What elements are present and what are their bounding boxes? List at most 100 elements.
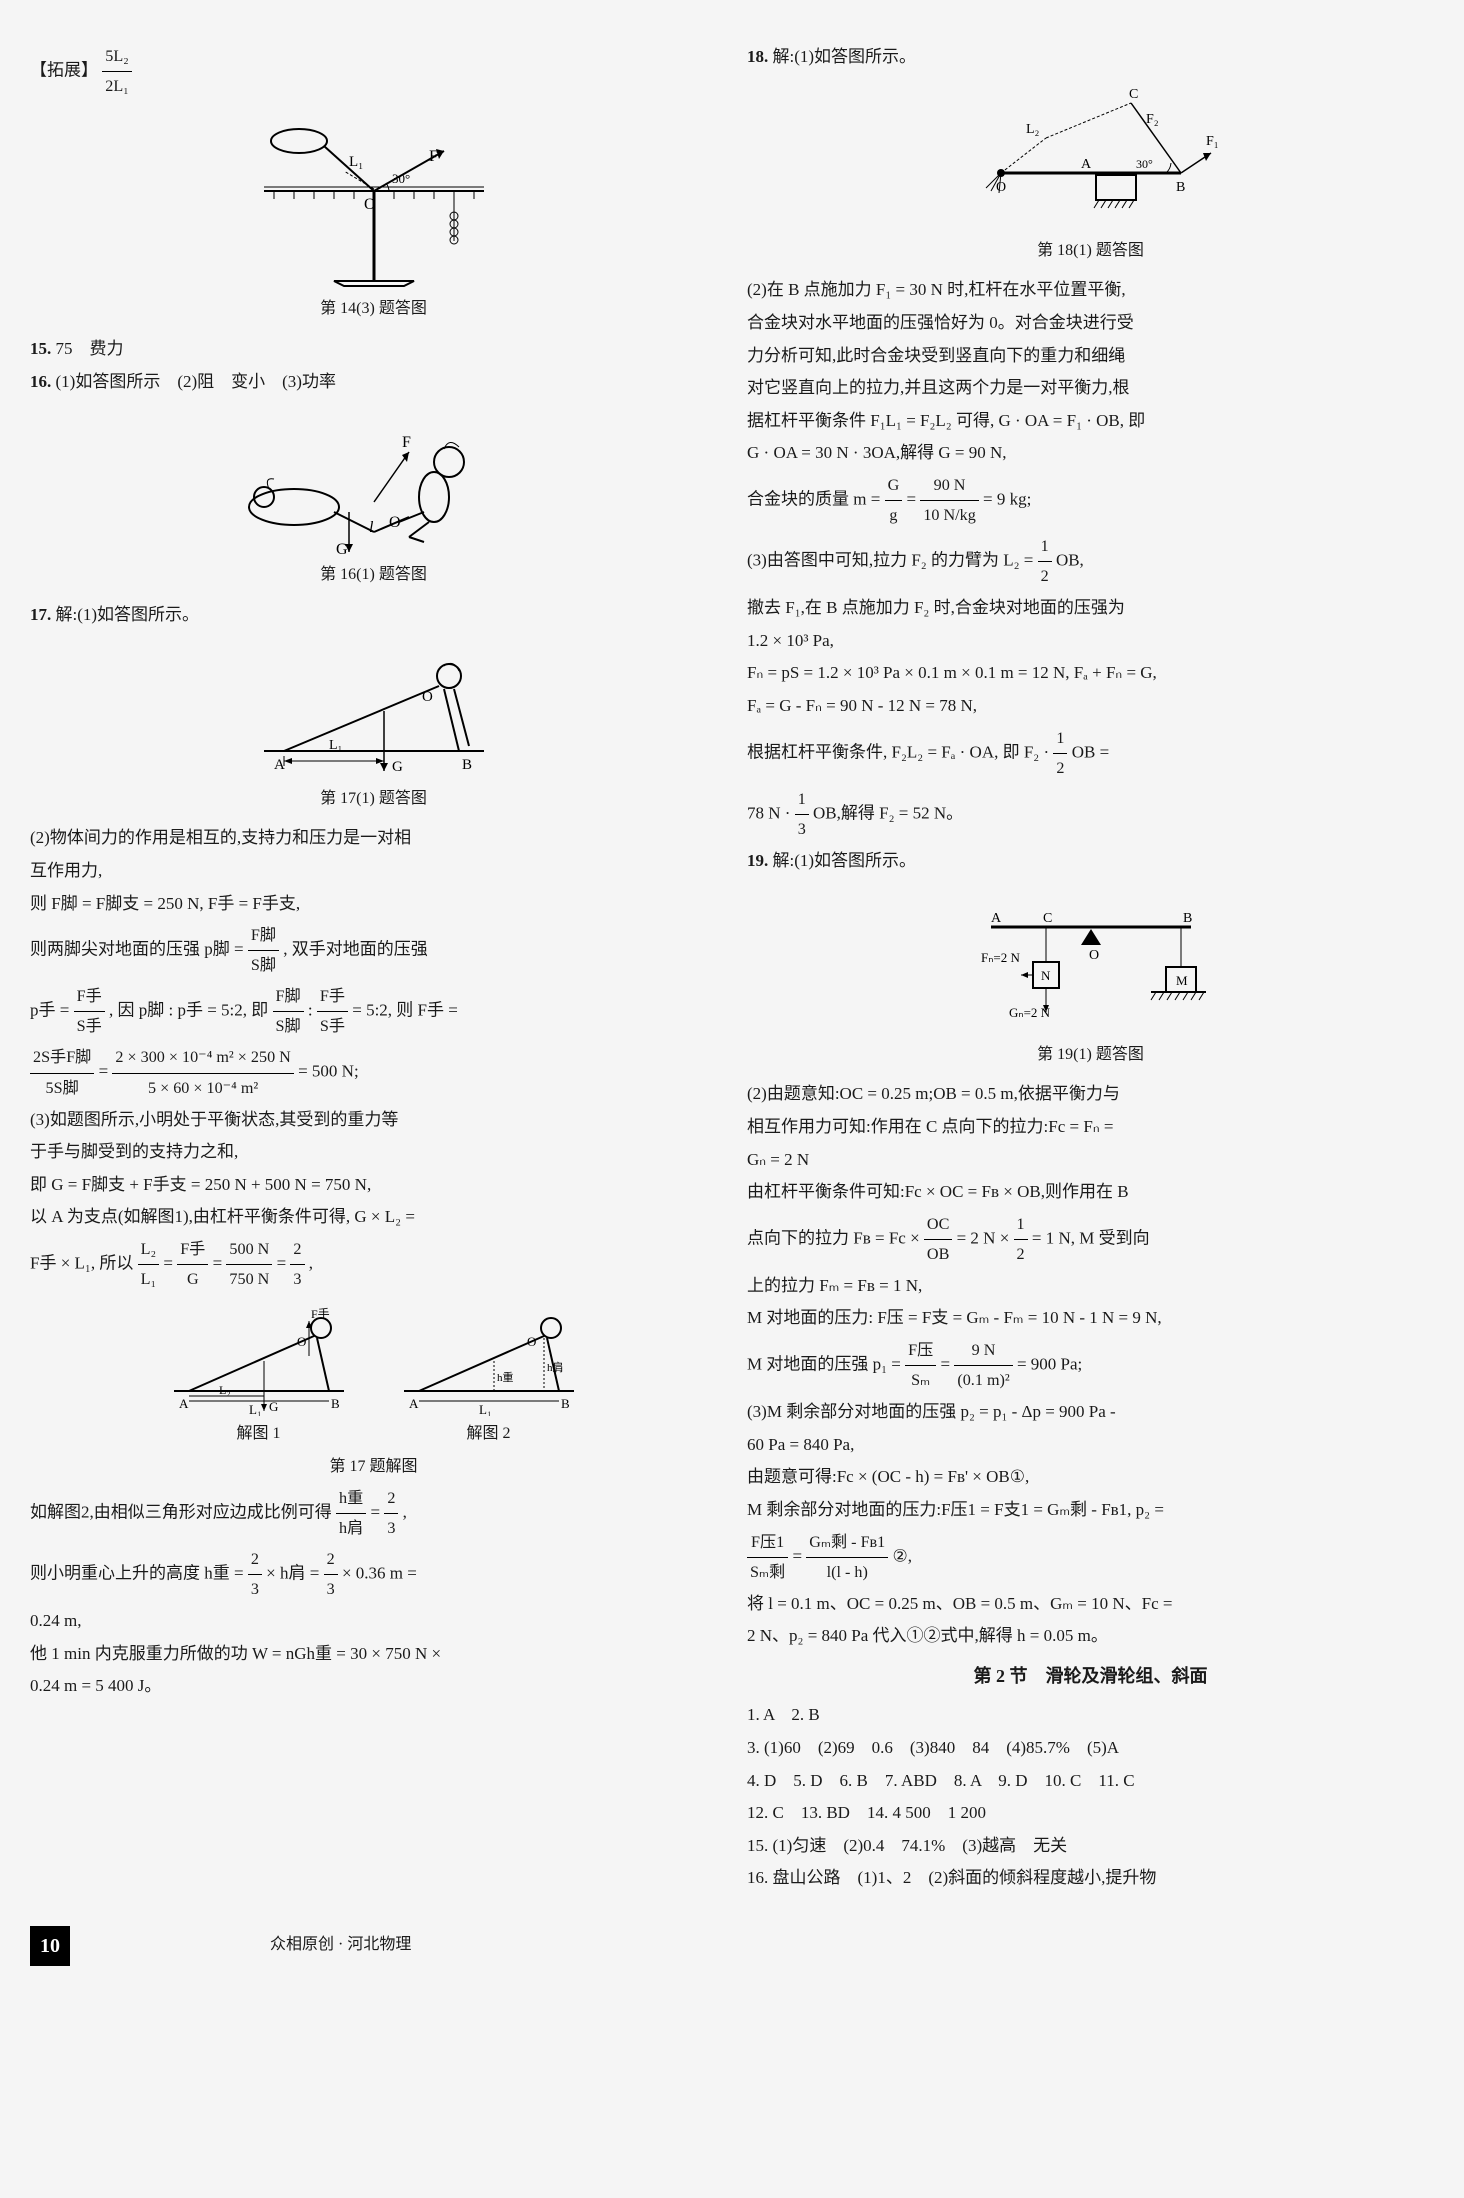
fig17-1-caption: 第 17(1) 题答图 — [30, 785, 717, 814]
q17-3-l1: 于手与脚受到的支持力之和, — [30, 1137, 717, 1168]
q17-3-final: F手 × L₁, 所以 L₂L₁ = F手G = 500 N750 N = 23… — [30, 1235, 717, 1294]
q19-2-l0: (2)由题意知:OC = 0.25 m;OB = 0.5 m,依据平衡力与 — [747, 1079, 1434, 1110]
ans-3: 12. C 13. BD 14. 4 500 1 200 — [747, 1798, 1434, 1829]
q19-2b-l0: 上的拉力 Fₘ = Fв = 1 N, — [747, 1271, 1434, 1302]
q17-calc: 2S手F脚5S脚 = 2 × 300 × 10⁻⁴ m² × 250 N5 × … — [30, 1043, 717, 1102]
q17-3-l0: (3)如题图所示,小明处于平衡状态,其受到的重力等 — [30, 1105, 717, 1136]
q19: 19. 解:(1)如答图所示。 — [747, 846, 1434, 877]
tuozhan-label: 【拓展】 — [30, 60, 98, 79]
q19-3-l2: 由题意可得:Fc × (OC - h) = Fв' × OB①, — [747, 1462, 1434, 1493]
svg-text:F: F — [402, 434, 411, 451]
ans-1: 3. (1)60 (2)69 0.6 (3)840 84 (4)85.7% (5… — [747, 1733, 1434, 1764]
q17-end-5: 0.24 m = 5 400 J。 — [30, 1671, 717, 1702]
svg-text:L₂: L₂ — [219, 1383, 231, 1397]
svg-text:O: O — [389, 514, 401, 531]
q17-pressure: 则两脚尖对地面的压强 p脚 = F脚S脚 , 双手对地面的压强 — [30, 921, 717, 980]
q19-2-l1: 相互作用力可知:作用在 C 点向下的拉力:Fc = Fₙ = — [747, 1112, 1434, 1143]
q18-2-l2: 力分析可知,此时合金块受到竖直向下的重力和细绳 — [747, 341, 1434, 372]
fig19-caption: 第 19(1) 题答图 — [747, 1041, 1434, 1070]
q18-mass: 合金块的质量 m = Gg = 90 N10 N/kg = 9 kg; — [747, 471, 1434, 530]
fig14-svg: F O L₁ 30° — [234, 111, 514, 291]
fig17-sol-main-caption: 第 17 题解图 — [30, 1453, 717, 1482]
q19-2-l3: 由杠杆平衡条件可知:Fc × OC = Fв × OB,则作用在 B — [747, 1177, 1434, 1208]
svg-text:A: A — [179, 1396, 189, 1411]
tuozhan-frac: 5L₂ 2L₁ — [102, 42, 132, 101]
svg-text:A: A — [1081, 157, 1092, 172]
q17-end-3: 0.24 m, — [30, 1606, 717, 1637]
fig16-caption: 第 16(1) 题答图 — [30, 561, 717, 590]
svg-text:G: G — [269, 1399, 278, 1414]
tuozhan-line: 【拓展】 5L₂ 2L₁ — [30, 42, 717, 101]
q19-3-l0: (3)M 剩余部分对地面的压强 p₂ = p₁ - Δp = 900 Pa - — [747, 1397, 1434, 1428]
svg-text:O: O — [527, 1334, 536, 1349]
q18-balance: 根据杠杆平衡条件, F₂L₂ = Fₐ · OA, 即 F₂ · 12 OB = — [747, 724, 1434, 783]
ans-5: 16. 盘山公路 (1)1、2 (2)斜面的倾斜程度越小,提升物 — [747, 1863, 1434, 1894]
section2-title: 第 2 节 滑轮及滑轮组、斜面 — [747, 1660, 1434, 1692]
footer-text: 众相原创 · 河北物理 — [270, 1931, 411, 1960]
svg-text:C: C — [1129, 87, 1138, 102]
svg-text:30°: 30° — [1136, 157, 1153, 171]
fig19-diagram: A C B O N M Fₙ=2 N Gₙ=2 N 第 19(1) 题答图 — [747, 887, 1434, 1070]
fig18-diagram: O L₂ A B C F₁ F₂ 30° 第 18(1) 题答图 — [747, 83, 1434, 266]
svg-text:h肩: h肩 — [547, 1360, 564, 1374]
q18-3-l3: Fₐ = G - Fₙ = 90 N - 12 N = 78 N, — [747, 691, 1434, 722]
svg-text:O: O — [422, 689, 433, 705]
fig18-svg: O L₂ A B C F₁ F₂ 30° — [951, 83, 1231, 233]
q18-3: (3)由答图中可知,拉力 F₂ 的力臂为 L₂ = 12 OB, — [747, 532, 1434, 591]
svg-text:L₁: L₁ — [349, 154, 363, 170]
svg-text:O: O — [297, 1334, 306, 1349]
svg-text:L₁: L₁ — [479, 1402, 491, 1416]
svg-text:B: B — [561, 1396, 570, 1411]
q19-final-1: 2 N、p₂ = 840 Pa 代入①②式中,解得 h = 0.05 m。 — [747, 1621, 1434, 1652]
q17-end-1: 如解图2,由相似三角形对应边成比例可得 h重h肩 = 23 , — [30, 1484, 717, 1543]
svg-text:O: O — [1089, 948, 1099, 963]
q18-2-l4: 据杠杆平衡条件 F₁L₁ = F₂L₂ 可得, G · OA = F₁ · OB… — [747, 406, 1434, 437]
q18-2-l0: (2)在 B 点施加力 F₁ = 30 N 时,杠杆在水平位置平衡, — [747, 275, 1434, 306]
q18-2-l1: 合金块对水平地面的压强恰好为 0。对合金块进行受 — [747, 308, 1434, 339]
q18-final: 78 N · 13 OB,解得 F₂ = 52 N。 — [747, 785, 1434, 844]
fig14-caption: 第 14(3) 题答图 — [30, 295, 717, 324]
q17-3-l3: 以 A 为支点(如解图1),由杠杆平衡条件可得, G × L₂ = — [30, 1202, 717, 1233]
svg-text:F: F — [429, 148, 438, 165]
q19-3-l3: M 剩余部分对地面的压力:F压1 = F支1 = Gₘ剩 - Fв1, p₂ = — [747, 1495, 1434, 1526]
ans-4: 15. (1)匀速 (2)0.4 74.1% (3)越高 无关 — [747, 1831, 1434, 1862]
q17: 17. 解:(1)如答图所示。 — [30, 600, 717, 631]
page-container: 【拓展】 5L₂ 2L₁ — [30, 40, 1434, 1896]
svg-text:C: C — [1043, 911, 1052, 926]
svg-text:L₂: L₂ — [1026, 122, 1040, 137]
svg-text:N: N — [1041, 968, 1051, 983]
svg-text:A: A — [409, 1396, 419, 1411]
q17-2-l0: (2)物体间力的作用是相互的,支持力和压力是一对相 — [30, 823, 717, 854]
q18-2-l5: G · OA = 30 N · 3OA,解得 G = 90 N, — [747, 438, 1434, 469]
fig16-svg: F G l O — [234, 407, 514, 557]
svg-text:O: O — [364, 196, 376, 213]
page-number: 10 — [30, 1926, 70, 1966]
fig19-svg: A C B O N M Fₙ=2 N Gₙ=2 N — [951, 887, 1231, 1037]
svg-text:G: G — [392, 759, 403, 775]
fig14-diagram: F O L₁ 30° 第 14(3) 题答图 — [30, 111, 717, 324]
ans-0: 1. A 2. B — [747, 1700, 1434, 1731]
left-column: 【拓展】 5L₂ 2L₁ — [30, 40, 717, 1896]
q19-p1: M 对地面的压强 p₁ = F压Sₘ = 9 N(0.1 m)² = 900 P… — [747, 1336, 1434, 1395]
svg-text:A: A — [991, 911, 1002, 926]
fig18-caption: 第 18(1) 题答图 — [747, 237, 1434, 266]
svg-text:A: A — [274, 757, 285, 773]
svg-text:B: B — [1183, 911, 1192, 926]
svg-text:Fₙ=2 N: Fₙ=2 N — [981, 950, 1020, 965]
q19-p2: F压1Sₘ剩 = Gₘ剩 - Fв1l(l - h) ②, — [747, 1528, 1434, 1587]
q19-fb: 点向下的拉力 Fв = Fc × OCOB = 2 N × 12 = 1 N, … — [747, 1210, 1434, 1269]
svg-text:B: B — [1176, 180, 1185, 195]
svg-text:G: G — [336, 541, 348, 557]
svg-text:h重: h重 — [497, 1370, 514, 1384]
svg-text:B: B — [331, 1396, 340, 1411]
svg-text:30°: 30° — [392, 171, 410, 186]
fig17-sol2-svg: A B L₁ h肩 h重 O — [389, 1296, 589, 1416]
ans-2: 4. D 5. D 6. B 7. ABD 8. A 9. D 10. C 11… — [747, 1766, 1434, 1797]
q17-3-l2: 即 G = F脚支 + F手支 = 250 N + 500 N = 750 N, — [30, 1170, 717, 1201]
svg-text:F₁: F₁ — [1206, 134, 1219, 149]
fig17-1-svg: A B G L₁ O — [244, 641, 504, 781]
svg-text:B: B — [462, 757, 472, 773]
q18-2-l3: 对它竖直向上的拉力,并且这两个力是一对平衡力,根 — [747, 373, 1434, 404]
page-footer: 10 众相原创 · 河北物理 — [30, 1926, 1434, 1966]
svg-text:L₁: L₁ — [249, 1402, 261, 1416]
